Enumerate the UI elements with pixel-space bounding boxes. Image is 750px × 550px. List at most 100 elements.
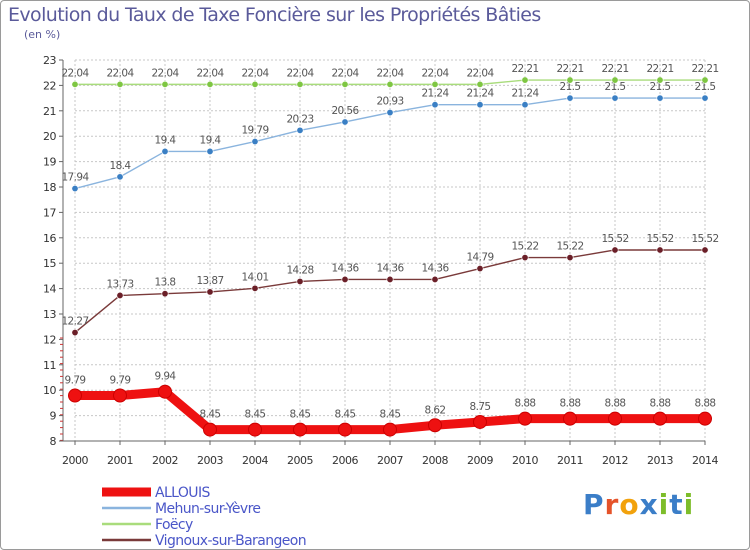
data-point (203, 422, 217, 437)
data-point (701, 76, 709, 84)
legend-label: Vignoux-sur-Barangeon (155, 533, 306, 549)
x-tick-label: 2014 (692, 454, 718, 467)
data-point (71, 185, 79, 193)
data-point (518, 411, 532, 426)
data-point (611, 94, 619, 102)
data-point (701, 246, 709, 254)
data-point (476, 101, 484, 109)
x-tick-label: 2008 (422, 454, 448, 467)
y-tick-label: 8 (50, 435, 57, 448)
data-label: 8.45 (290, 409, 311, 421)
data-label: 8.62 (425, 404, 446, 416)
data-label: 21.24 (421, 88, 449, 100)
data-label: 15.52 (601, 233, 628, 245)
data-point (161, 290, 169, 298)
data-point (431, 101, 439, 109)
y-tick-label: 17 (43, 206, 56, 219)
data-label: 22.04 (61, 67, 89, 79)
data-label: 22.04 (151, 67, 179, 79)
data-point (248, 422, 262, 437)
x-tick-label: 2000 (62, 454, 88, 467)
logo-letter: i (683, 488, 695, 521)
y-tick-label: 21 (43, 105, 56, 118)
data-point (566, 76, 574, 84)
data-point (608, 411, 622, 426)
data-label: 8.88 (605, 398, 626, 410)
data-point (476, 265, 484, 273)
data-label: 21.5 (650, 81, 671, 93)
x-tick-label: 2009 (467, 454, 493, 467)
data-point (206, 288, 214, 296)
data-label: 22.04 (331, 67, 359, 79)
data-label: 22.04 (421, 67, 449, 79)
data-label: 20.93 (376, 96, 403, 108)
data-point (116, 291, 124, 299)
data-label: 21.24 (511, 88, 539, 100)
data-point (428, 418, 442, 433)
y-tick-label: 12 (43, 333, 56, 346)
x-tick-label: 2010 (512, 454, 538, 467)
data-label: 8.45 (335, 409, 356, 421)
data-point (653, 411, 667, 426)
data-point (341, 275, 349, 283)
x-tick-label: 2012 (602, 454, 628, 467)
data-point (206, 147, 214, 155)
data-label: 8.45 (245, 409, 266, 421)
data-point (251, 138, 259, 146)
data-point (611, 246, 619, 254)
logo-letter: r (604, 488, 620, 521)
data-point (338, 422, 352, 437)
data-point (431, 275, 439, 283)
data-point (161, 147, 169, 155)
y-tick-label: 15 (43, 257, 56, 270)
x-tick-label: 2004 (242, 454, 268, 467)
data-label: 12.27 (61, 316, 88, 328)
data-point (566, 254, 574, 262)
logo-letter: i (658, 488, 670, 521)
data-label: 22.04 (196, 67, 224, 79)
data-point (383, 422, 397, 437)
data-point (386, 275, 394, 283)
data-point (251, 80, 259, 88)
data-point (563, 411, 577, 426)
x-tick-label: 2002 (152, 454, 178, 467)
data-label: 13.87 (196, 275, 223, 287)
logo-letter: P (583, 488, 605, 521)
data-point (431, 80, 439, 88)
data-label: 9.94 (155, 371, 177, 383)
data-point (116, 173, 124, 181)
data-label: 15.22 (556, 241, 583, 253)
y-tick-label: 18 (43, 181, 56, 194)
data-label: 8.75 (470, 401, 491, 413)
data-label: 9.79 (110, 375, 131, 387)
data-label: 22.21 (601, 63, 628, 75)
data-label: 21.5 (695, 81, 716, 93)
data-point (611, 76, 619, 84)
grid (74, 59, 706, 442)
data-point (521, 76, 529, 84)
data-point (521, 254, 529, 262)
data-label: 14.36 (331, 262, 359, 274)
proxiti-logo: Proxiti (583, 488, 694, 521)
data-point (656, 246, 664, 254)
data-label: 8.88 (515, 398, 536, 410)
data-label: 14.01 (241, 271, 268, 283)
x-tick-label: 2006 (332, 454, 358, 467)
data-point (566, 94, 574, 102)
data-label: 19.4 (200, 134, 222, 146)
data-point (158, 384, 172, 399)
data-point (296, 277, 304, 285)
x-tick-label: 2007 (377, 454, 403, 467)
data-label: 18.4 (110, 160, 132, 172)
data-label: 8.45 (380, 409, 401, 421)
data-point (116, 80, 124, 88)
data-point (206, 80, 214, 88)
data-label: 21.24 (466, 88, 494, 100)
data-label: 21.5 (560, 81, 581, 93)
logo-letter: x (639, 488, 659, 521)
data-point (293, 422, 307, 437)
data-label: 22.04 (241, 67, 269, 79)
y-tick-label: 11 (43, 359, 56, 372)
data-label: 15.52 (646, 233, 673, 245)
